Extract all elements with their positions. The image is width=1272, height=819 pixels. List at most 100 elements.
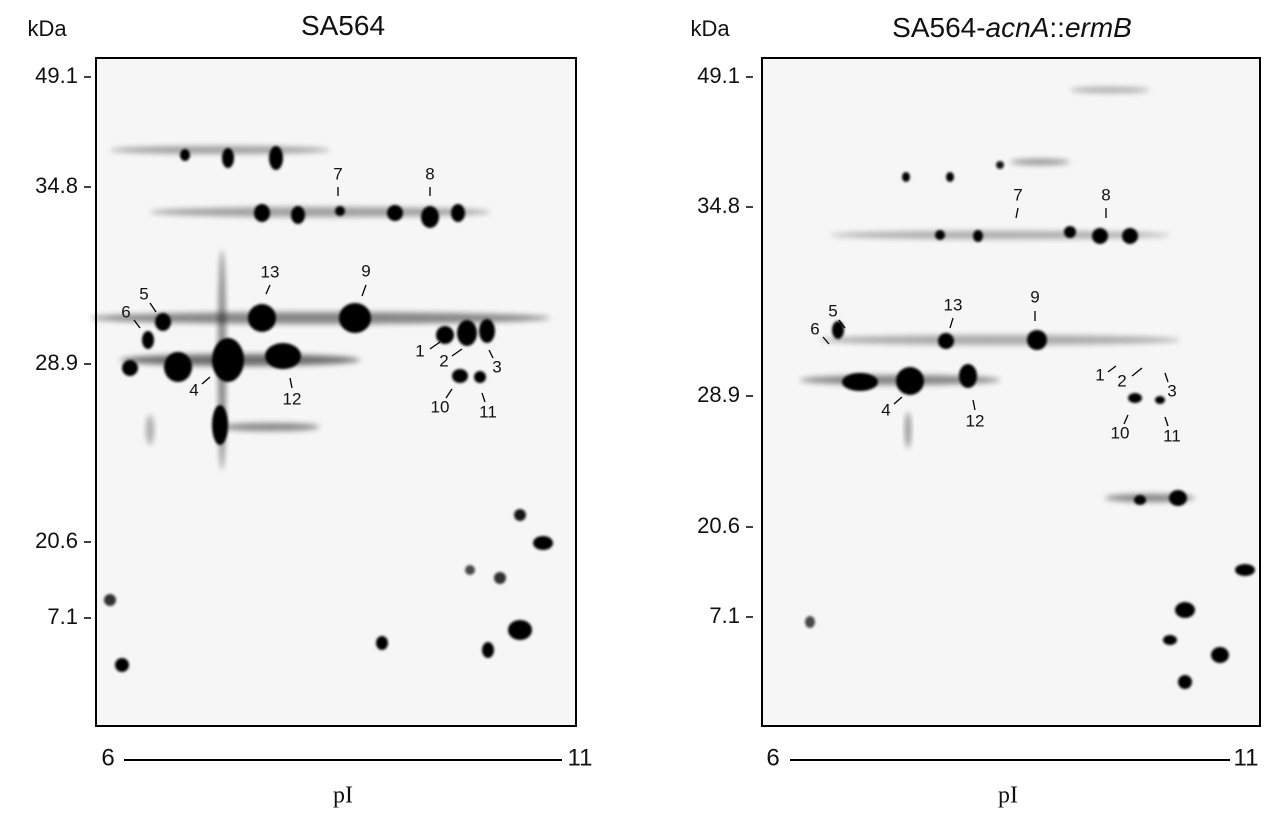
spot-pointer xyxy=(893,396,903,405)
protein-spot xyxy=(973,230,983,242)
spot-label: 10 xyxy=(431,397,450,416)
spot-label: 11 xyxy=(1163,426,1181,445)
protein-spot xyxy=(820,335,1180,345)
protein-spot xyxy=(842,373,878,391)
spot-label: 5 xyxy=(139,284,148,303)
spot-label: 4 xyxy=(881,400,890,419)
mw-marker-label: 20.6 xyxy=(35,528,78,553)
protein-spot xyxy=(996,161,1004,169)
protein-spot xyxy=(142,331,154,349)
protein-spot xyxy=(1134,495,1146,505)
protein-spot xyxy=(533,536,553,550)
spot-pointer xyxy=(133,319,141,329)
protein-spot xyxy=(1211,647,1229,663)
pi-end-label: 6 xyxy=(101,744,114,771)
protein-spot xyxy=(376,636,388,650)
y-unit: kDa xyxy=(27,16,67,41)
protein-spot xyxy=(1064,226,1076,238)
spot-pointer xyxy=(1123,414,1129,425)
mw-marker-label: 20.6 xyxy=(697,513,740,538)
protein-spot xyxy=(959,364,977,388)
panel-title: SA564-acnA::ermB xyxy=(892,12,1132,43)
mw-marker-label: 7.1 xyxy=(47,604,78,629)
protein-spots xyxy=(90,146,553,672)
spot-label: 7 xyxy=(1013,185,1022,204)
spot-pointer xyxy=(1164,416,1169,427)
protein-spot xyxy=(110,146,330,154)
spot-pointer xyxy=(481,392,486,403)
pi-end-label: 6 xyxy=(766,744,779,771)
protein-spot xyxy=(1163,635,1177,645)
spot-label: 7 xyxy=(333,164,342,183)
gel-image xyxy=(95,57,577,727)
protein-spot xyxy=(946,172,954,182)
protein-spot xyxy=(150,207,490,217)
gel-image xyxy=(761,57,1261,727)
protein-spot xyxy=(291,206,305,224)
title-part: :: xyxy=(1049,12,1065,43)
x-axis-label: pI xyxy=(998,783,1018,809)
protein-spot xyxy=(254,204,270,222)
protein-spot xyxy=(104,594,116,606)
protein-spot xyxy=(269,146,283,170)
mw-marker-label: 34.8 xyxy=(35,173,78,198)
pi-end-label: 11 xyxy=(568,744,593,771)
protein-spot xyxy=(902,172,910,182)
spot-label: 12 xyxy=(283,389,302,408)
protein-spot xyxy=(474,371,486,383)
protein-spot xyxy=(90,312,550,324)
spot-pointer xyxy=(972,399,976,411)
protein-spot xyxy=(805,616,815,628)
spot-label: 9 xyxy=(361,261,370,280)
protein-spot xyxy=(387,205,403,221)
protein-spot xyxy=(935,230,945,240)
spot-pointer xyxy=(1107,365,1117,373)
mw-marker-label: 28.9 xyxy=(35,350,78,375)
protein-spot xyxy=(339,303,371,333)
spot-pointer xyxy=(289,377,293,389)
y-unit: kDa xyxy=(690,16,730,41)
protein-spot xyxy=(494,572,506,584)
spot-pointer xyxy=(1131,367,1143,377)
spot-pointer xyxy=(838,319,846,329)
spot-label: 6 xyxy=(121,302,130,321)
protein-spot xyxy=(421,206,439,228)
protein-spot xyxy=(248,304,276,332)
protein-spot xyxy=(120,354,360,366)
protein-spot xyxy=(1122,228,1138,244)
mw-marker-label: 28.9 xyxy=(697,382,740,407)
protein-spot xyxy=(1178,675,1192,689)
protein-spot xyxy=(465,565,475,575)
protein-spot xyxy=(1169,490,1187,506)
spot-label: 2 xyxy=(1117,371,1126,390)
spot-pointer xyxy=(1015,207,1019,219)
spot-label: 4 xyxy=(189,380,198,399)
spot-label: 8 xyxy=(1101,185,1110,204)
title-part: acnA xyxy=(986,12,1050,43)
mw-marker-label: 49.1 xyxy=(35,63,78,88)
spot-pointer xyxy=(149,302,157,313)
protein-spot xyxy=(482,642,494,658)
spot-pointer xyxy=(451,348,463,357)
protein-spot xyxy=(479,319,495,343)
protein-spot xyxy=(1155,396,1165,404)
protein-spot xyxy=(122,360,138,376)
protein-spot xyxy=(896,367,924,395)
protein-spot xyxy=(1092,228,1108,244)
spot-pointer xyxy=(445,388,453,399)
spot-label: 11 xyxy=(479,402,497,421)
spot-label: 9 xyxy=(1030,287,1039,306)
spot-label: 3 xyxy=(492,357,501,376)
spot-pointer xyxy=(1164,372,1169,383)
spot-label: 13 xyxy=(944,295,963,314)
protein-spots xyxy=(800,87,1255,689)
pi-end-label: 11 xyxy=(1234,744,1259,771)
spot-label: 10 xyxy=(1111,423,1130,442)
spot-pointer xyxy=(822,336,830,345)
protein-spot xyxy=(1128,393,1142,403)
spot-pointer xyxy=(488,349,494,359)
spot-label: 3 xyxy=(1167,381,1176,400)
mw-marker-label: 34.8 xyxy=(697,193,740,218)
